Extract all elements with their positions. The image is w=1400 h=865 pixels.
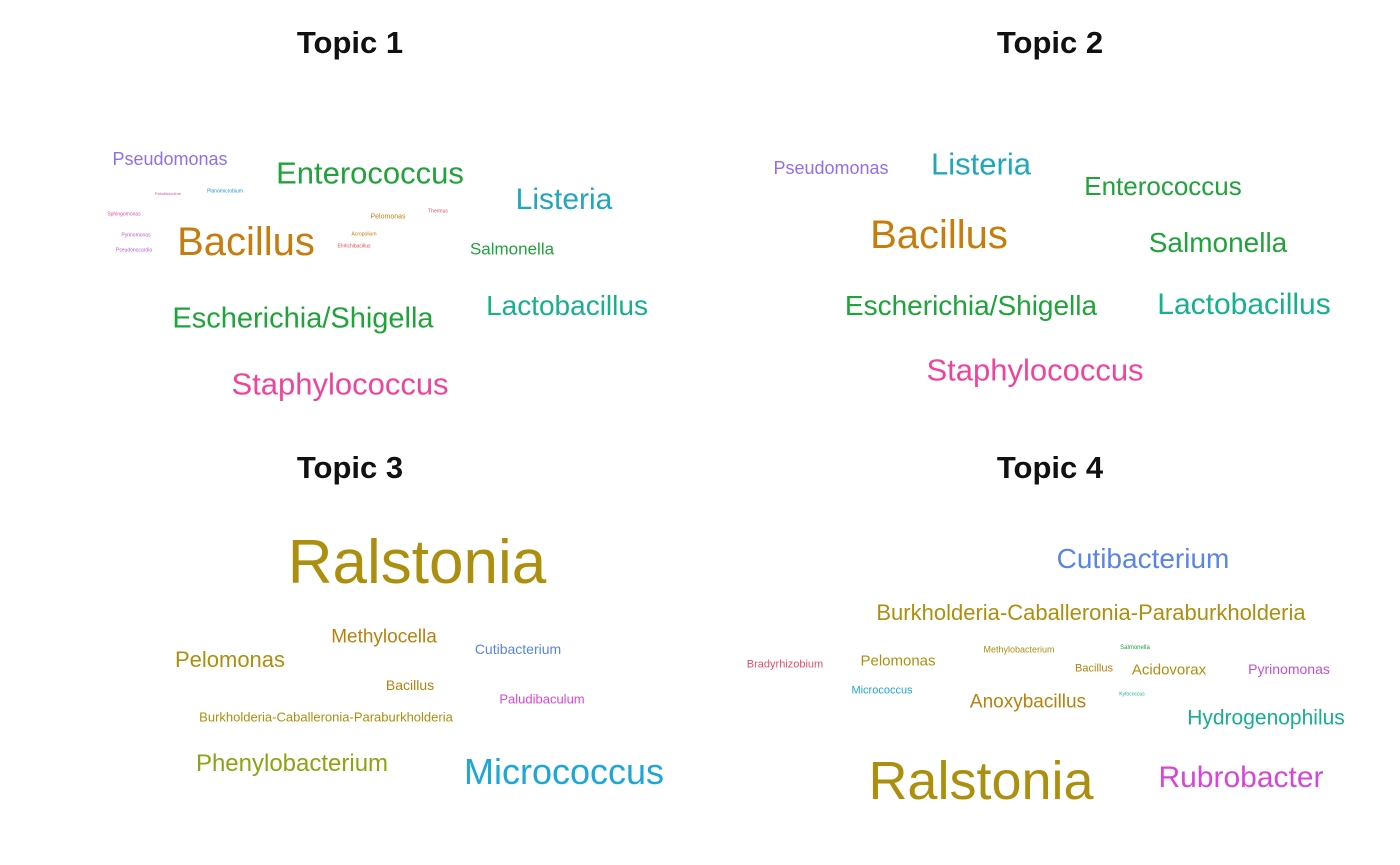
topic-3-word-burkholderia-caballeronia-paraburkholderia: Burkholderia-Caballeronia-Paraburkholder… — [199, 709, 453, 725]
topic-2-word-escherichia-shigella: Escherichia/Shigella — [844, 290, 1098, 321]
topic-1-panel: Topic 1 — [0, 0, 700, 430]
topic-2-word-pseudomonas: Pseudomonas — [773, 158, 889, 178]
topic-4-word-ralstonia: Ralstonia — [868, 751, 1094, 811]
topic-1-word-pseudomonas: Pseudomonas — [112, 149, 228, 169]
topic-4-word-cutibacterium: Cutibacterium — [1056, 543, 1230, 574]
topic-3-title: Topic 3 — [296, 450, 404, 485]
topic-2-word-bacillus: Bacillus — [870, 213, 1008, 257]
topic-4-word-burkholderia-caballeronia-paraburkholderia: Burkholderia-Caballeronia-Paraburkholder… — [876, 600, 1306, 625]
topic-1-word-planomicrobium: Planomicrobium — [207, 188, 243, 195]
topic-4-word-anoxybacillus: Anoxybacillus — [969, 691, 1087, 713]
topic-1-word-paludibaculum: Paludibaculum — [154, 191, 182, 196]
topic-3-word-cutibacterium: Cutibacterium — [474, 641, 562, 657]
topic-3-panel: Topic 3 — [0, 430, 700, 865]
topic-2-word-enterococcus: Enterococcus — [1084, 171, 1242, 201]
topic-4-word-bradyrhizobium: Bradyrhizobium — [746, 658, 824, 671]
topic-4-word-methylobacterium: Methylobacterium — [983, 644, 1055, 655]
topic-1-word-pseudonocardia: Pseudonocardia — [115, 247, 153, 254]
topic-4-word-bacillus: Bacillus — [1075, 662, 1113, 675]
topic-1-word-pyrinomonas: Pyrinomonas — [121, 232, 151, 239]
topic-2-word-lactobacillus: Lactobacillus — [1157, 288, 1331, 321]
topic-4-word-rubrobacter: Rubrobacter — [1158, 761, 1324, 794]
topic-4-title: Topic 4 — [996, 450, 1104, 485]
topic-1-word-salmonella: Salmonella — [469, 239, 555, 259]
topic-1-word-lactobacillus: Lactobacillus — [486, 290, 648, 321]
topic-4-word-acidovorax: Acidovorax — [1131, 661, 1207, 679]
topic-4-word-micrococcus: Micrococcus — [851, 684, 913, 697]
topic-4-word-kytococcus: Kytococcus — [1119, 691, 1145, 698]
topic-3-word-bacillus: Bacillus — [385, 677, 435, 693]
topic-2-word-salmonella: Salmonella — [1148, 227, 1288, 258]
topic-1-word-staphylococcus: Staphylococcus — [231, 366, 449, 402]
topic-1-word-ehrlichibacillus: Ehrlichibacillus — [337, 243, 371, 250]
topic-1-word-bacillus: Bacillus — [177, 220, 315, 264]
topic-4-word-pelomonas: Pelomonas — [860, 652, 936, 670]
topic-1-title: Topic 1 — [296, 25, 404, 60]
topic-3-word-paludibaculum: Paludibaculum — [499, 691, 585, 707]
topic-4-panel: Topic 4 — [700, 430, 1400, 865]
topic-1-word-acropolium: Acropolium — [351, 231, 377, 238]
topic-4-word-hydrogenophilus: Hydrogenophilus — [1187, 706, 1345, 730]
topic-1-word-escherichia-shigella: Escherichia/Shigella — [172, 302, 434, 335]
topic-1-word-listeria: Listeria — [515, 183, 613, 216]
topic-3-word-pelomonas: Pelomonas — [174, 647, 286, 672]
topic-3-word-phenylobacterium: Phenylobacterium — [195, 750, 389, 777]
topic-3-word-ralstonia: Ralstonia — [287, 528, 547, 597]
topic-3-word-micrococcus: Micrococcus — [463, 751, 665, 792]
topic-1-word-thermus: Thermus — [428, 208, 448, 215]
topic-2-word-listeria: Listeria — [931, 146, 1031, 182]
topic-2-panel: Topic 2 — [700, 0, 1400, 430]
topic-1-word-pelomonas: Pelomonas — [370, 213, 406, 221]
topic-4-word-salmonella: Salmonella — [1120, 645, 1150, 651]
topic-1-word-enterococcus: Enterococcus — [276, 155, 464, 191]
topic-2-title: Topic 2 — [996, 25, 1104, 60]
topic-1-word-sphingomonas: Sphingomonas — [107, 211, 141, 218]
topic-3-word-methylocella: Methylocella — [331, 626, 437, 648]
topic-4-word-pyrinomonas: Pyrinomonas — [1248, 661, 1330, 677]
topic-2-word-staphylococcus: Staphylococcus — [926, 352, 1144, 388]
